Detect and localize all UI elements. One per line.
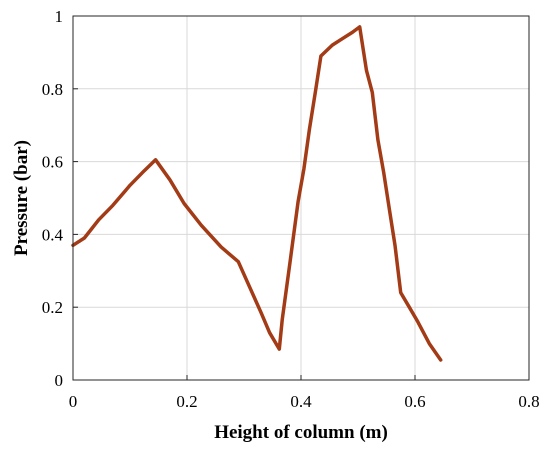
y-tick-label: 0.2 (42, 298, 63, 317)
grid-lines (72, 15, 530, 381)
x-tick-label: 0 (69, 392, 78, 411)
x-axis-label: Height of column (m) (214, 422, 388, 443)
y-tick-label: 0.8 (42, 80, 63, 99)
y-tick-label: 0 (55, 371, 64, 390)
x-tick-label: 0.4 (290, 392, 312, 411)
y-tick-label: 0.4 (42, 225, 64, 244)
series-line (71, 25, 443, 362)
x-tick-label: 0.2 (176, 392, 197, 411)
x-tick-label: 0.6 (404, 392, 425, 411)
y-axis-label: Pressure (bar) (11, 140, 32, 256)
y-tick-label: 0.6 (42, 153, 63, 172)
axis-ticks: 0 0.2 0.4 0.6 0.8 0 0.2 0.4 0.6 0.8 1 (42, 7, 540, 411)
y-tick-label: 1 (55, 7, 64, 26)
x-tick-label: 0.8 (518, 392, 539, 411)
